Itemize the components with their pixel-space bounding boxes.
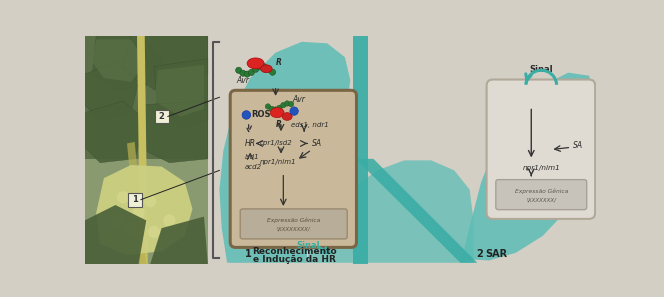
Text: HR: HR — [245, 139, 256, 148]
Circle shape — [252, 66, 259, 72]
Text: e Indução da HR: e Indução da HR — [252, 255, 335, 264]
FancyBboxPatch shape — [155, 110, 169, 124]
Circle shape — [265, 104, 271, 109]
Text: 1: 1 — [245, 249, 252, 259]
Circle shape — [132, 207, 145, 219]
FancyBboxPatch shape — [496, 180, 587, 210]
Circle shape — [273, 107, 278, 112]
Text: 2: 2 — [476, 249, 483, 259]
Ellipse shape — [270, 108, 284, 118]
Polygon shape — [96, 165, 193, 255]
Text: \XXXXXXX/: \XXXXXXX/ — [527, 197, 556, 202]
Text: Avr: Avr — [293, 95, 305, 104]
Text: Avr: Avr — [236, 76, 249, 85]
Text: SA: SA — [573, 141, 583, 150]
Polygon shape — [356, 159, 477, 263]
Text: R: R — [276, 121, 282, 129]
Polygon shape — [92, 36, 161, 89]
Circle shape — [281, 102, 286, 108]
Circle shape — [269, 106, 274, 112]
Polygon shape — [219, 42, 351, 263]
Polygon shape — [85, 101, 146, 163]
Text: SA: SA — [312, 139, 322, 148]
Ellipse shape — [247, 58, 264, 69]
Circle shape — [117, 191, 129, 203]
Circle shape — [148, 226, 160, 238]
Circle shape — [270, 69, 276, 75]
FancyBboxPatch shape — [240, 209, 347, 239]
Polygon shape — [92, 40, 146, 82]
Text: cpr1/lsd2: cpr1/lsd2 — [260, 140, 292, 146]
Text: Expressão Gênica: Expressão Gênica — [515, 188, 568, 194]
Text: Sinal: Sinal — [529, 65, 553, 74]
FancyBboxPatch shape — [487, 80, 595, 219]
Text: ROS: ROS — [252, 110, 272, 119]
Circle shape — [242, 111, 250, 119]
Circle shape — [265, 66, 272, 72]
FancyBboxPatch shape — [127, 193, 141, 207]
Circle shape — [248, 69, 254, 75]
Text: Reconhecimento: Reconhecimento — [252, 247, 337, 256]
Text: 1: 1 — [131, 195, 137, 204]
Text: R: R — [276, 58, 282, 67]
Ellipse shape — [260, 65, 272, 72]
Polygon shape — [154, 59, 208, 128]
Polygon shape — [85, 63, 139, 120]
Polygon shape — [139, 101, 208, 163]
Circle shape — [277, 105, 282, 110]
Polygon shape — [306, 160, 473, 263]
Polygon shape — [85, 36, 208, 159]
Polygon shape — [353, 36, 368, 264]
Polygon shape — [85, 205, 146, 264]
Polygon shape — [137, 36, 148, 264]
Bar — [85, 36, 208, 264]
Polygon shape — [154, 65, 204, 116]
Bar — [216, 36, 596, 264]
Text: npr1/nim1: npr1/nim1 — [260, 159, 296, 165]
Circle shape — [113, 214, 125, 227]
Circle shape — [261, 64, 267, 70]
Circle shape — [144, 195, 156, 207]
Circle shape — [125, 222, 137, 234]
Text: 2: 2 — [159, 112, 165, 121]
Text: SAR: SAR — [485, 249, 507, 259]
Circle shape — [284, 101, 290, 106]
FancyBboxPatch shape — [230, 90, 357, 247]
Text: eds1, ndr1: eds1, ndr1 — [291, 122, 329, 128]
Polygon shape — [150, 217, 208, 264]
Text: lsd1: lsd1 — [245, 154, 260, 160]
Circle shape — [163, 214, 175, 227]
Polygon shape — [127, 142, 146, 264]
Text: npr1/nim1: npr1/nim1 — [523, 165, 560, 171]
Ellipse shape — [282, 113, 292, 120]
Text: \XXXXXXXX/: \XXXXXXXX/ — [276, 226, 310, 231]
Text: acd2: acd2 — [245, 164, 262, 170]
Circle shape — [257, 64, 263, 70]
Circle shape — [290, 107, 298, 115]
Circle shape — [236, 67, 242, 73]
Polygon shape — [123, 36, 208, 97]
Bar — [85, 36, 208, 264]
Text: Sinal: Sinal — [296, 241, 320, 249]
Polygon shape — [462, 72, 596, 260]
Circle shape — [240, 70, 246, 76]
Circle shape — [244, 71, 250, 77]
Circle shape — [288, 101, 293, 107]
Text: Expressão Gênica: Expressão Gênica — [267, 218, 320, 223]
